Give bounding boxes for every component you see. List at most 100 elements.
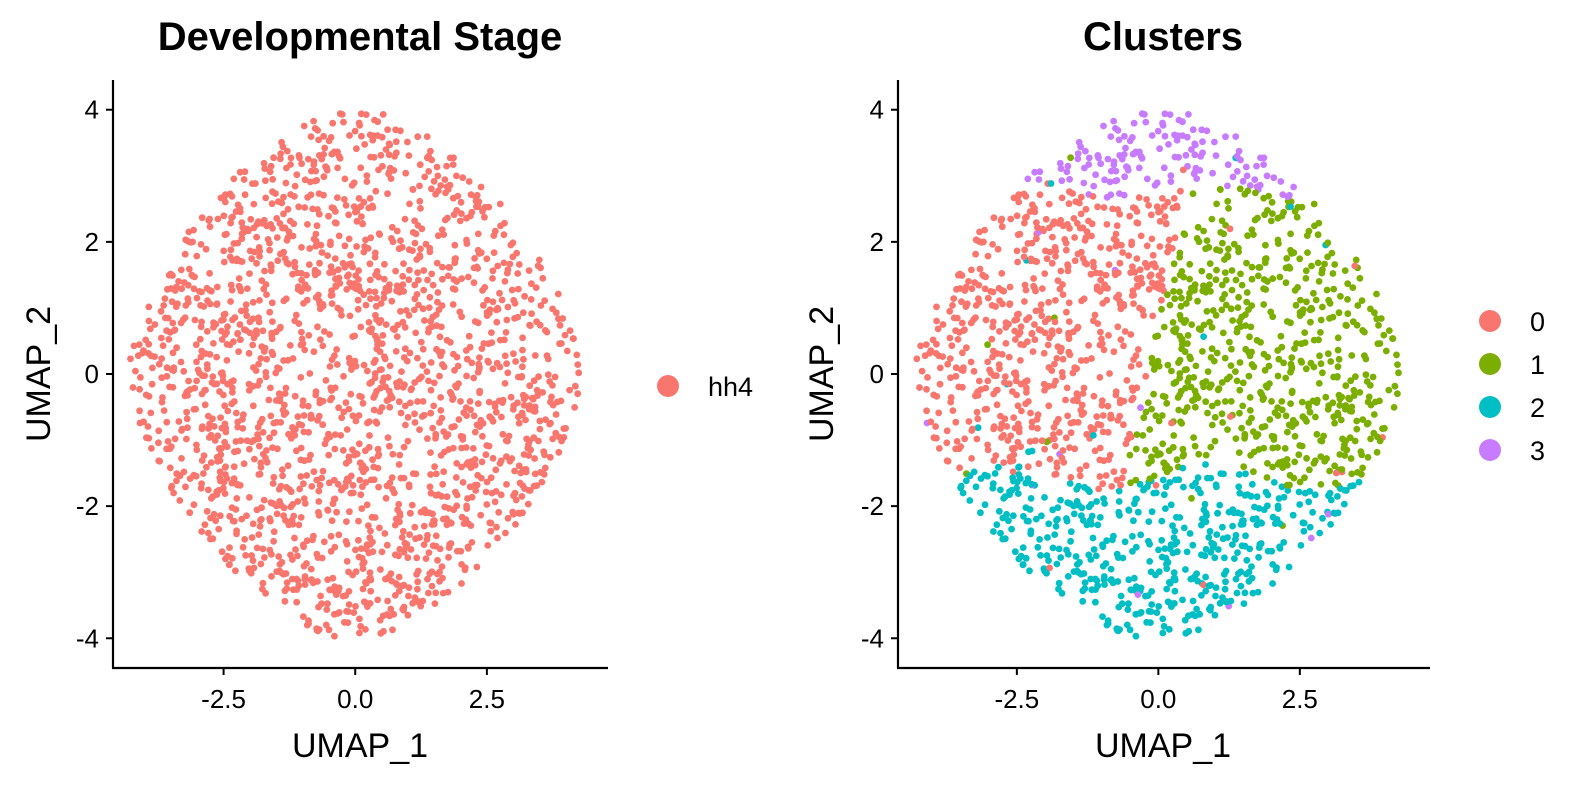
data-point — [1310, 460, 1318, 467]
data-point — [1099, 428, 1107, 436]
data-point — [989, 480, 997, 487]
data-point — [495, 508, 503, 516]
data-point — [1208, 539, 1216, 547]
data-point — [523, 435, 530, 443]
data-point — [1295, 488, 1303, 496]
data-point — [946, 307, 954, 315]
data-point — [1180, 483, 1187, 491]
data-point — [1067, 154, 1074, 162]
data-point — [1134, 346, 1142, 353]
data-point — [1221, 585, 1229, 593]
data-point — [204, 412, 212, 420]
data-point — [1385, 386, 1393, 394]
data-point — [396, 378, 403, 385]
data-point — [474, 203, 482, 211]
data-point — [267, 412, 275, 420]
data-point — [1135, 164, 1143, 172]
data-point — [967, 319, 975, 327]
data-point — [157, 334, 165, 342]
data-point — [439, 275, 446, 283]
data-point — [363, 172, 371, 180]
data-point — [497, 491, 505, 499]
data-point — [1337, 416, 1345, 424]
data-point — [289, 424, 296, 431]
data-point — [1285, 263, 1293, 271]
data-point — [918, 367, 926, 375]
data-point — [1066, 444, 1073, 451]
data-point — [1367, 305, 1374, 313]
data-point — [385, 151, 393, 159]
data-point — [1216, 247, 1224, 255]
data-point — [989, 241, 996, 248]
data-point — [1107, 133, 1115, 141]
data-point — [1090, 546, 1098, 553]
data-point — [1229, 173, 1237, 181]
data-point — [1001, 535, 1009, 543]
data-point — [226, 512, 234, 520]
y-axis-label: UMAP_2 — [20, 306, 58, 442]
data-point — [988, 335, 996, 343]
data-point — [176, 497, 184, 504]
data-point — [359, 220, 366, 228]
data-point — [274, 257, 282, 265]
data-point — [531, 352, 539, 359]
data-point — [275, 485, 283, 493]
data-point — [225, 561, 233, 569]
data-point — [1014, 420, 1022, 428]
data-point — [1301, 474, 1308, 482]
data-point — [1096, 341, 1104, 349]
data-point — [289, 501, 297, 508]
data-point — [1034, 224, 1041, 231]
data-point — [514, 270, 522, 277]
data-point — [511, 467, 518, 475]
data-point — [324, 576, 332, 584]
data-point — [1224, 197, 1232, 205]
data-point — [1331, 510, 1339, 517]
data-point — [372, 356, 379, 364]
data-point — [1141, 259, 1149, 267]
data-point — [289, 586, 297, 594]
data-point — [395, 398, 403, 406]
data-point — [1253, 183, 1261, 191]
data-point — [273, 234, 281, 241]
data-point — [509, 239, 517, 247]
data-point — [1331, 462, 1338, 470]
data-point — [352, 546, 359, 554]
data-point — [423, 133, 431, 141]
data-point — [998, 270, 1006, 277]
data-point — [465, 178, 473, 185]
data-point — [291, 432, 299, 439]
data-point — [1206, 281, 1213, 288]
data-point — [993, 521, 1001, 529]
data-point — [1076, 466, 1084, 473]
data-point — [1008, 525, 1015, 533]
data-point — [335, 274, 343, 282]
data-point — [573, 351, 581, 359]
data-point — [435, 187, 442, 195]
data-point — [216, 457, 224, 464]
data-point — [405, 584, 413, 591]
data-point — [311, 177, 319, 185]
data-point — [375, 451, 383, 458]
data-point — [1147, 271, 1155, 279]
data-point — [1317, 360, 1325, 368]
data-point — [243, 312, 251, 320]
data-point — [320, 132, 327, 140]
data-point — [294, 269, 301, 277]
data-point — [372, 311, 379, 319]
data-point — [559, 315, 567, 322]
data-point — [1011, 548, 1019, 556]
data-point — [536, 321, 544, 329]
data-point — [1185, 294, 1193, 302]
data-point — [473, 421, 481, 429]
data-point — [1389, 335, 1396, 342]
data-point — [1280, 359, 1287, 367]
data-point — [1287, 319, 1294, 327]
data-point — [371, 249, 379, 257]
data-point — [444, 272, 452, 280]
data-point — [1156, 145, 1163, 153]
data-point — [147, 409, 155, 417]
data-point — [196, 335, 204, 343]
data-point — [1234, 509, 1242, 517]
data-point — [1164, 558, 1172, 566]
